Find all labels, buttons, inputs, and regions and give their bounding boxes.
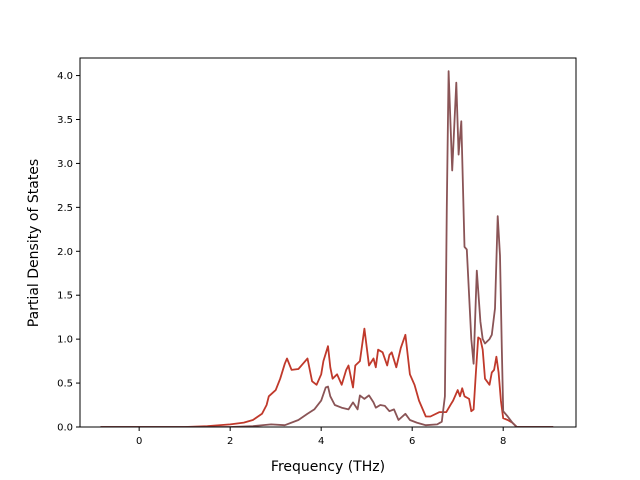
x-tick-label: 8 — [500, 436, 506, 447]
y-tick-label: 0.0 — [57, 423, 73, 434]
x-tick-label: 6 — [409, 436, 415, 447]
y-tick-label: 4.0 — [57, 71, 73, 82]
series-line-1 — [100, 327, 554, 427]
plot-frame — [79, 57, 577, 428]
y-axis-label: Partial Density of States — [26, 159, 42, 327]
x-axis-label: Frequency (THz) — [271, 459, 385, 475]
series-layer — [100, 70, 554, 427]
y-tick-label: 2.0 — [57, 247, 73, 258]
y-tick-label: 3.5 — [57, 115, 73, 126]
y-tick-label: 0.5 — [57, 379, 73, 390]
x-tick-label: 2 — [227, 436, 233, 447]
axes-layer: 0 2 4 6 8 0.0 0.5 1.0 1.5 2.0 2.5 3.0 3.5 4.0 — [57, 57, 577, 447]
y-tick-label: 1.5 — [57, 291, 73, 302]
series-line-2 — [100, 70, 554, 427]
y-tick-label: 1.0 — [57, 335, 73, 346]
x-tick-label: 0 — [136, 436, 142, 447]
x-tick-label: 4 — [318, 436, 324, 447]
y-tick-label: 2.5 — [57, 203, 73, 214]
y-tick-label: 3.0 — [57, 159, 73, 170]
